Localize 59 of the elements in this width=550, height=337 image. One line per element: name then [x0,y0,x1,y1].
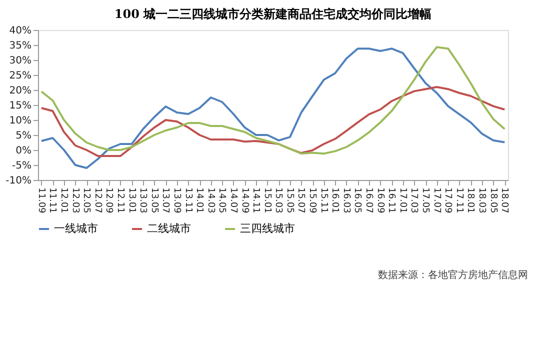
x-tick-label: 13.11 [182,188,193,214]
x-tick-label: 15.05 [284,188,294,214]
legend-label: 一线城市 [54,222,98,235]
x-tick-label: 12.05 [81,188,92,214]
x-tick-label: 15.11 [318,188,328,214]
x-tick-label: 14.07 [228,188,238,214]
line-series [40,86,506,157]
x-tick-label: 13.07 [160,188,170,214]
legend-label: 三四线城市 [240,222,295,235]
y-tick-label: 0% [16,146,32,156]
y-tick-label: 30% [9,56,32,66]
x-tick-label: 14.03 [205,188,216,214]
x-tick-label: 17.03 [408,188,419,214]
x-tick-label: 13.05 [148,188,159,214]
x-tick-label: 15.03 [273,188,284,214]
x-tick-label: 13.01 [126,188,136,214]
y-tick-label: 5% [16,130,32,142]
x-tick-label: 14.11 [250,188,261,214]
x-tick-label: 13.09 [171,188,182,214]
y-tick-label: 20% [9,86,32,96]
x-tick-label: 12.07 [92,188,102,214]
x-tick-label: 12.03 [70,188,80,214]
x-tick-label: 15.09 [307,188,318,214]
chart-title: 100 城一二三四线城市分类新建商品住宅成交均价同比增幅 [114,7,432,21]
x-tick-label: 15.07 [296,188,306,214]
legend-label: 二线城市 [147,222,191,235]
x-tick-label: 18.01 [465,188,476,214]
x-tick-label: 17.09 [442,188,453,214]
x-tick-label: 16.11 [386,188,396,214]
x-tick-label: 16.01 [330,188,340,214]
x-tick-label: 11.11 [47,188,58,214]
y-tick-label: 35% [9,40,32,52]
x-tick-label: 12.01 [58,188,68,214]
y-tick-label: 40% [9,26,32,36]
x-tick-label: 12.09 [104,188,114,214]
x-tick-label: 16.07 [364,188,374,214]
x-tick-label: 16.09 [374,188,385,214]
source-note: 数据来源：各地官方房地产信息网 [378,269,528,281]
y-tick-label: 25% [9,70,32,82]
x-tick-label: 14.01 [194,188,204,214]
y-tick-label: -10% [6,176,32,186]
x-tick-label: 14.05 [216,188,227,214]
x-tick-label: 17.11 [454,188,464,214]
x-tick-label: 17.01 [397,188,408,214]
y-tick-label: -5% [12,160,32,172]
x-tick-label: 18.07 [499,188,510,214]
y-tick-label: 15% [9,100,32,112]
x-tick-label: 17.05 [420,188,430,214]
x-tick-label: 13.03 [138,188,148,214]
x-tick-label: 12.11 [114,188,125,214]
x-tick-label: 11.09 [36,188,46,214]
x-tick-label: 15.01 [262,188,272,214]
x-tick-label: 18.05 [488,188,498,214]
x-tick-label: 17.07 [431,188,442,214]
x-tick-label: 14.09 [239,188,250,214]
x-tick-label: 16.05 [352,188,362,214]
y-tick-label: 10% [9,116,32,126]
x-tick-label: 16.03 [340,188,351,214]
x-tick-label: 18.03 [476,188,487,214]
